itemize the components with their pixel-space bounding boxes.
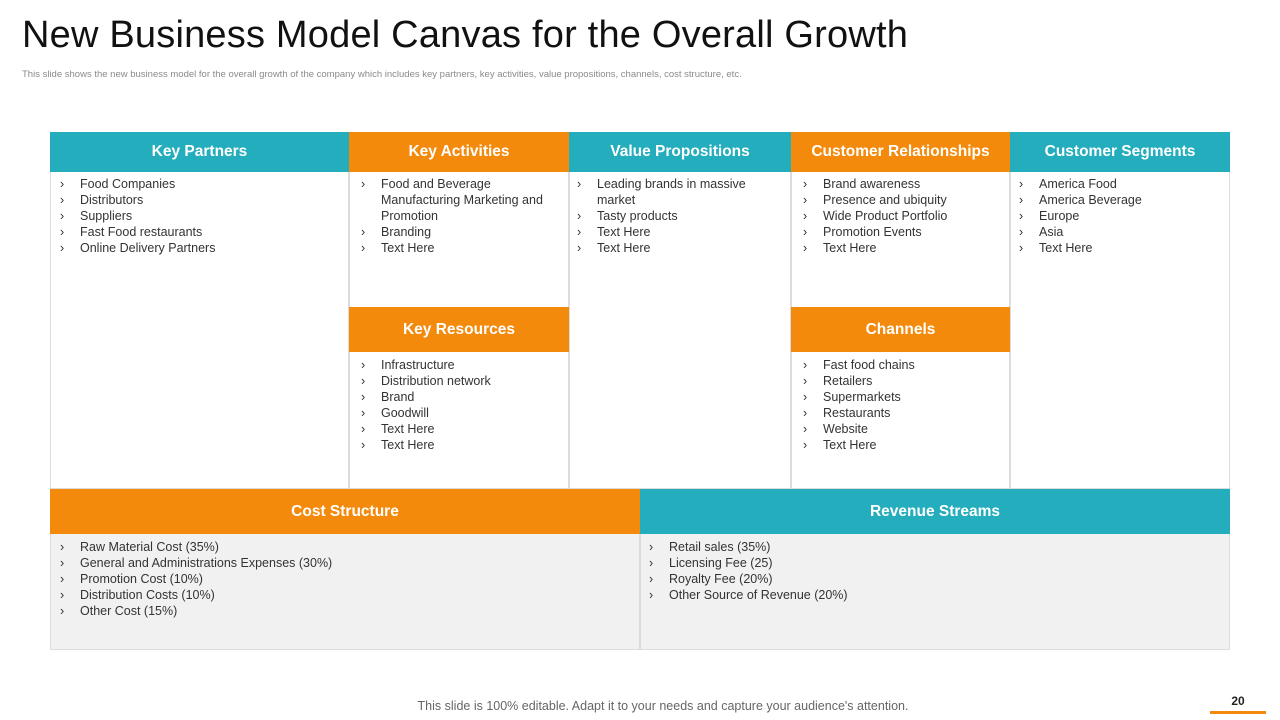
list-item: Europe <box>1019 208 1219 224</box>
revenue-streams-header: Revenue Streams <box>640 489 1230 534</box>
list-item: Distribution network <box>361 373 559 389</box>
page-subtitle: This slide shows the new business model … <box>22 69 742 80</box>
list-item: Text Here <box>361 437 559 453</box>
list-item: Asia <box>1019 224 1219 240</box>
customer-relationships-header: Customer Relationships <box>791 132 1010 172</box>
list-item: Other Source of Revenue (20%) <box>649 587 1209 603</box>
key-partners-list: Food CompaniesDistributorsSuppliersFast … <box>60 176 340 256</box>
footer-note: This slide is 100% editable. Adapt it to… <box>417 699 909 713</box>
list-item: Distributors <box>60 192 340 208</box>
list-item: Promotion Events <box>803 224 1003 240</box>
channels-list: Fast food chainsRetailersSupermarketsRes… <box>803 357 1003 453</box>
list-item: Food and Beverage Manufacturing Marketin… <box>361 176 559 224</box>
key-activities-list: Food and Beverage Manufacturing Marketin… <box>361 176 559 256</box>
channels-header: Channels <box>791 307 1010 352</box>
list-item: America Food <box>1019 176 1219 192</box>
list-item: Presence and ubiquity <box>803 192 1003 208</box>
list-item: Tasty products <box>577 208 773 224</box>
list-item: Text Here <box>577 224 773 240</box>
revenue-streams-list: Retail sales (35%)Licensing Fee (25)Roya… <box>649 539 1209 603</box>
list-item: Online Delivery Partners <box>60 240 340 256</box>
list-item: Text Here <box>361 240 559 256</box>
list-item: Goodwill <box>361 405 559 421</box>
key-resources-list: InfrastructureDistribution networkBrandG… <box>361 357 559 453</box>
list-item: Fast food chains <box>803 357 1003 373</box>
page-number-underline <box>1210 711 1266 714</box>
value-propositions-header: Value Propositions <box>569 132 791 172</box>
key-resources-header: Key Resources <box>349 307 569 352</box>
list-item: Website <box>803 421 1003 437</box>
list-item: Food Companies <box>60 176 340 192</box>
page-title: New Business Model Canvas for the Overal… <box>22 14 909 56</box>
list-item: Supermarkets <box>803 389 1003 405</box>
list-item: Royalty Fee (20%) <box>649 571 1209 587</box>
page-number: 20 <box>1231 694 1245 708</box>
key-activities-header: Key Activities <box>349 132 569 172</box>
list-item: Distribution Costs (10%) <box>60 587 620 603</box>
list-item: Restaurants <box>803 405 1003 421</box>
key-partners-header: Key Partners <box>50 132 349 172</box>
list-item: Leading brands in massive market <box>577 176 773 208</box>
list-item: Other Cost (15%) <box>60 603 620 619</box>
list-item: Retail sales (35%) <box>649 539 1209 555</box>
list-item: Fast Food restaurants <box>60 224 340 240</box>
list-item: Brand awareness <box>803 176 1003 192</box>
list-item: Raw Material Cost (35%) <box>60 539 620 555</box>
value-propositions-list: Leading brands in massive marketTasty pr… <box>577 176 773 256</box>
list-item: Suppliers <box>60 208 340 224</box>
list-item: Text Here <box>361 421 559 437</box>
list-item: Licensing Fee (25) <box>649 555 1209 571</box>
list-item: Brand <box>361 389 559 405</box>
list-item: Promotion Cost (10%) <box>60 571 620 587</box>
list-item: Text Here <box>1019 240 1219 256</box>
customer-segments-header: Customer Segments <box>1010 132 1230 172</box>
cost-structure-list: Raw Material Cost (35%)General and Admin… <box>60 539 620 619</box>
customer-segments-list: America FoodAmerica BeverageEuropeAsiaTe… <box>1019 176 1219 256</box>
list-item: Retailers <box>803 373 1003 389</box>
list-item: Text Here <box>803 240 1003 256</box>
list-item: Text Here <box>803 437 1003 453</box>
cost-structure-header: Cost Structure <box>50 489 640 534</box>
list-item: Branding <box>361 224 559 240</box>
list-item: Wide Product Portfolio <box>803 208 1003 224</box>
list-item: Text Here <box>577 240 773 256</box>
list-item: America Beverage <box>1019 192 1219 208</box>
list-item: Infrastructure <box>361 357 559 373</box>
customer-relationships-list: Brand awarenessPresence and ubiquityWide… <box>803 176 1003 256</box>
list-item: General and Administrations Expenses (30… <box>60 555 620 571</box>
